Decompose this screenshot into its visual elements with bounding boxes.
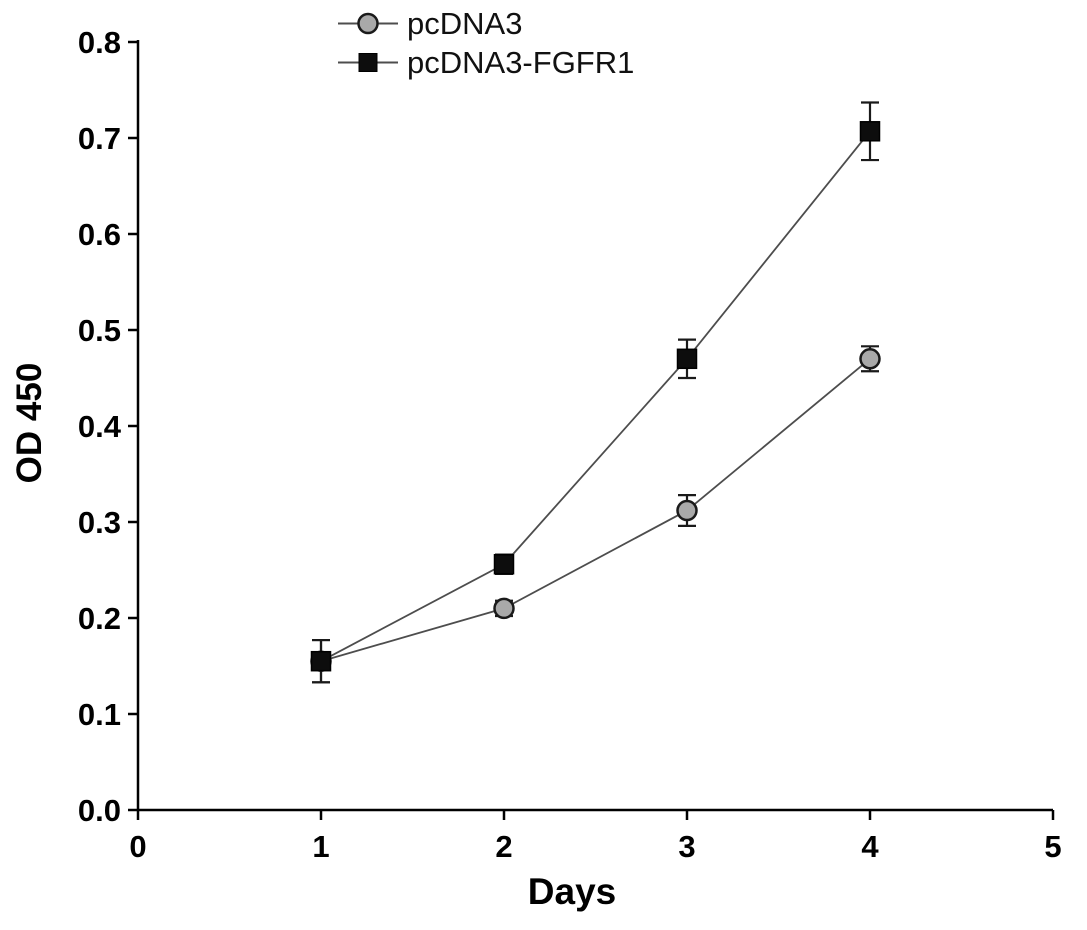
series-line-pcDNA3 — [320, 358, 871, 663]
x-tick-label: 4 — [861, 829, 879, 864]
x-tick-label: 1 — [312, 829, 329, 864]
y-tick-label: 0.2 — [78, 601, 121, 636]
y-tick-label: 0.0 — [78, 793, 121, 828]
data-point-pcDNA3-FGFR1 — [676, 348, 698, 370]
x-tick-label: 5 — [1044, 829, 1061, 864]
data-point-pcDNA3-FGFR1 — [310, 650, 332, 672]
legend-label-pcdna3-fgfr1: pcDNA3-FGFR1 — [407, 45, 635, 80]
legend-circle-glyph — [357, 12, 379, 35]
series-line-pcDNA3-FGFR1 — [320, 130, 871, 662]
circle-marker-icon — [338, 12, 398, 35]
y-tick-label: 0.3 — [78, 505, 121, 540]
data-point-pcDNA3 — [493, 597, 515, 620]
legend-label-pcdna3: pcDNA3 — [407, 6, 523, 41]
legend: pcDNA3 pcDNA3-FGFR1 — [337, 5, 634, 81]
x-tick-label: 3 — [678, 829, 695, 864]
legend-item-pcdna3-fgfr1: pcDNA3-FGFR1 — [337, 44, 634, 81]
data-point-pcDNA3 — [859, 348, 881, 370]
square-marker-icon — [338, 53, 398, 72]
y-tick-label: 0.4 — [78, 409, 122, 444]
legend-item-pcdna3: pcDNA3 — [337, 5, 634, 42]
y-tick-label: 0.1 — [78, 697, 121, 732]
x-axis-title: Days — [527, 871, 617, 912]
x-tick-label: 2 — [495, 829, 512, 864]
legend-square-glyph — [358, 53, 378, 72]
y-axis-title: OD 450 — [10, 362, 49, 484]
data-point-pcDNA3-FGFR1 — [859, 121, 881, 142]
y-tick-label: 0.8 — [78, 25, 121, 60]
data-point-pcDNA3 — [676, 499, 698, 522]
y-tick-label: 0.6 — [78, 217, 121, 252]
y-tick-label: 0.5 — [78, 313, 121, 348]
data-point-pcDNA3-FGFR1 — [493, 553, 515, 575]
y-tick-label: 0.7 — [78, 121, 121, 156]
x-tick-label: 0 — [129, 829, 146, 864]
